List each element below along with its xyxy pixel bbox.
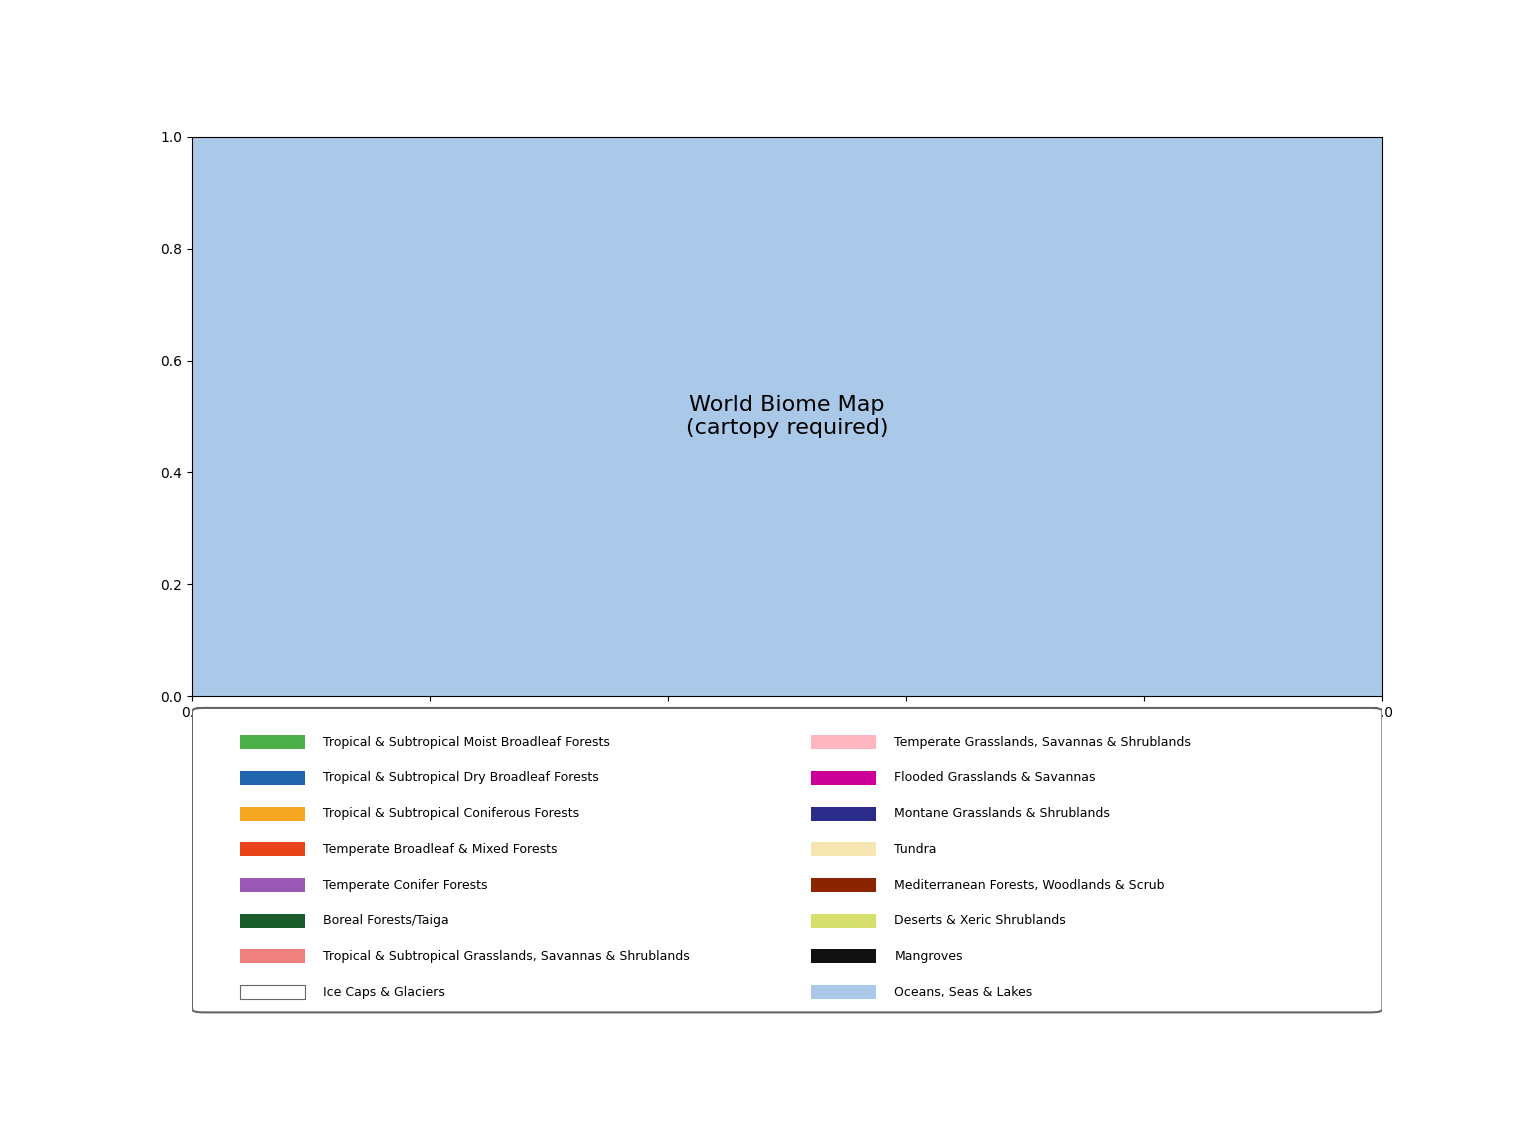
Bar [240, 914, 306, 928]
Bar [240, 949, 306, 963]
Text: Mangroves: Mangroves [894, 950, 963, 963]
Text: Temperate Conifer Forests: Temperate Conifer Forests [323, 879, 487, 891]
Bar [240, 807, 306, 820]
Bar [811, 807, 877, 820]
Bar [811, 771, 877, 785]
Bar [240, 735, 306, 750]
Text: Tropical & Subtropical Coniferous Forests: Tropical & Subtropical Coniferous Forest… [323, 807, 579, 820]
Bar [811, 985, 877, 1000]
FancyBboxPatch shape [192, 707, 1382, 1012]
Bar [811, 879, 877, 892]
Text: Temperate Grasslands, Savannas & Shrublands: Temperate Grasslands, Savannas & Shrubla… [894, 736, 1192, 748]
Bar [240, 879, 306, 892]
Text: Tropical & Subtropical Dry Broadleaf Forests: Tropical & Subtropical Dry Broadleaf For… [323, 771, 599, 784]
Text: Ice Caps & Glaciers: Ice Caps & Glaciers [323, 986, 445, 998]
Text: World Biome Map
(cartopy required): World Biome Map (cartopy required) [687, 395, 888, 438]
Text: Tropical & Subtropical Grasslands, Savannas & Shrublands: Tropical & Subtropical Grasslands, Savan… [323, 950, 690, 963]
Text: Deserts & Xeric Shrublands: Deserts & Xeric Shrublands [894, 914, 1066, 928]
Text: Montane Grasslands & Shrublands: Montane Grasslands & Shrublands [894, 807, 1111, 820]
Text: Oceans, Seas & Lakes: Oceans, Seas & Lakes [894, 986, 1032, 998]
Bar [811, 949, 877, 963]
Bar [811, 914, 877, 928]
Bar [811, 842, 877, 856]
Bar [240, 842, 306, 856]
Text: Flooded Grasslands & Savannas: Flooded Grasslands & Savannas [894, 771, 1095, 784]
Text: Boreal Forests/Taiga: Boreal Forests/Taiga [323, 914, 449, 928]
Text: Mediterranean Forests, Woodlands & Scrub: Mediterranean Forests, Woodlands & Scrub [894, 879, 1164, 891]
Bar [240, 985, 306, 1000]
Bar [240, 771, 306, 785]
Text: Tropical & Subtropical Moist Broadleaf Forests: Tropical & Subtropical Moist Broadleaf F… [323, 736, 610, 748]
Bar [811, 735, 877, 750]
Text: Temperate Broadleaf & Mixed Forests: Temperate Broadleaf & Mixed Forests [323, 843, 558, 856]
Text: Tundra: Tundra [894, 843, 937, 856]
